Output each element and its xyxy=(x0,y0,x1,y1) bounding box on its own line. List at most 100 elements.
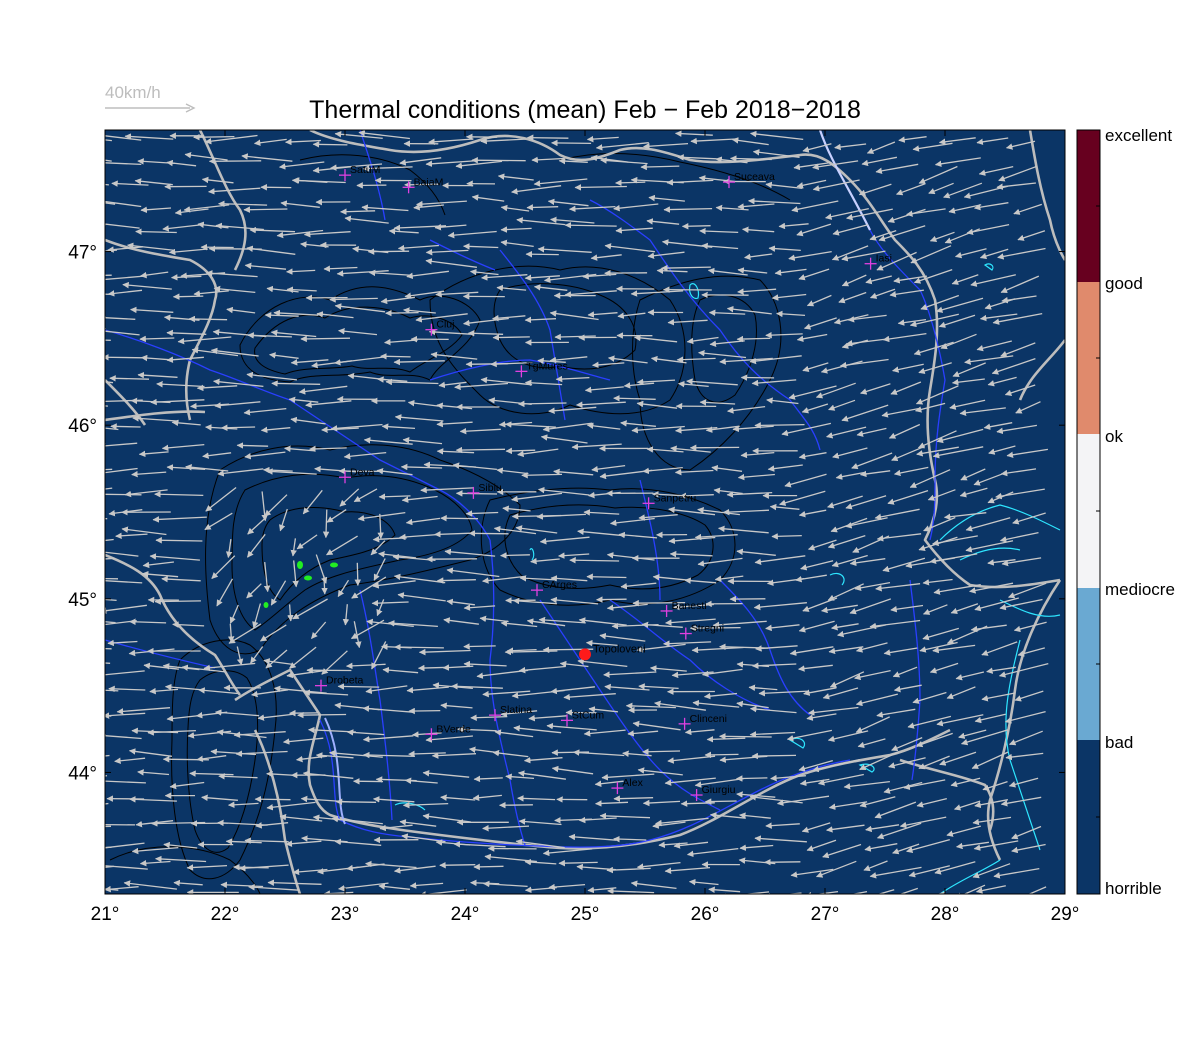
wind-arrow xyxy=(285,138,321,146)
wind-arrow xyxy=(584,386,624,394)
wind-arrow xyxy=(213,285,256,294)
wind-arrow xyxy=(627,730,659,737)
wind-arrow xyxy=(591,464,626,473)
wind-arrow xyxy=(468,530,509,537)
wind-arrow xyxy=(517,795,556,802)
wind-arrow xyxy=(665,618,716,626)
wind-arrow xyxy=(105,670,145,676)
wind-arrow xyxy=(647,251,685,259)
wind-arrow xyxy=(909,469,951,488)
wind-arrow xyxy=(267,879,322,886)
city-label: Deva xyxy=(350,466,375,478)
wind-arrow xyxy=(781,422,832,437)
wind-arrow xyxy=(499,801,533,809)
wind-arrow xyxy=(278,161,325,170)
wind-arrow xyxy=(607,887,655,894)
wind-arrow xyxy=(861,156,898,167)
wind-arrow xyxy=(998,165,1038,182)
wind-arrow xyxy=(558,157,588,165)
wind-arrow xyxy=(786,729,833,742)
wind-arrow xyxy=(457,726,497,733)
wind-arrow xyxy=(899,816,947,829)
wind-arrow xyxy=(663,640,712,647)
wind-arrow xyxy=(893,466,929,477)
wind-arrow xyxy=(764,858,801,866)
wind-arrow xyxy=(502,505,531,513)
wind-arrow xyxy=(826,824,865,833)
wind-arrow xyxy=(971,751,1009,769)
wind-arrow xyxy=(976,340,1012,352)
wind-arrow xyxy=(515,838,565,849)
wind-arrow xyxy=(443,617,479,625)
wind-arrow xyxy=(524,379,563,387)
wind-arrow xyxy=(769,503,800,511)
wind-arrow xyxy=(789,646,834,656)
wind-arrow xyxy=(164,683,205,691)
wind-arrow xyxy=(553,468,594,476)
wind-arrow xyxy=(225,838,262,845)
wind-arrow xyxy=(266,285,299,293)
wind-arrow xyxy=(831,623,859,631)
wind-arrow xyxy=(964,355,1014,365)
wind-arrow xyxy=(992,312,1043,325)
wind-arrow xyxy=(480,137,526,145)
wind-arrow xyxy=(892,363,924,373)
wind-arrow xyxy=(135,228,177,235)
wind-arrow xyxy=(161,575,201,583)
city-label: Sanpetru xyxy=(654,492,697,504)
wind-arrow xyxy=(798,759,833,772)
wind-arrow xyxy=(511,185,562,195)
wind-arrow xyxy=(105,577,119,580)
wind-arrow xyxy=(216,578,234,607)
wind-arrow xyxy=(497,173,534,181)
wind-arrow xyxy=(202,452,232,459)
wind-arrow xyxy=(357,511,406,522)
wind-arrow xyxy=(154,491,204,498)
wind-arrow xyxy=(620,582,657,590)
wind-arrow xyxy=(166,329,207,337)
site-label: Topoloveni xyxy=(593,643,646,655)
wind-arrow xyxy=(155,855,207,863)
wind-arrow xyxy=(140,354,170,362)
wind-arrow xyxy=(638,514,678,521)
wind-arrow xyxy=(546,722,597,731)
wind-arrow xyxy=(530,557,560,565)
wind-arrow xyxy=(943,512,987,520)
wind-arrow xyxy=(517,448,559,458)
wind-arrow xyxy=(908,865,950,878)
wind-arrow xyxy=(748,684,778,692)
wind-arrow xyxy=(266,801,316,811)
wind-arrow xyxy=(664,866,711,874)
wind-arrow xyxy=(105,712,146,719)
lon-tick-label: 29° xyxy=(1051,904,1080,925)
wind-arrow xyxy=(596,596,627,603)
wind-arrow xyxy=(323,265,358,272)
wind-arrow xyxy=(463,243,499,250)
wind-arrow xyxy=(856,427,887,437)
wind-arrow xyxy=(463,604,496,611)
wind-arrow xyxy=(742,226,775,233)
legend-band-good xyxy=(1077,282,1100,434)
wind-arrow xyxy=(549,356,588,364)
wind-arrow xyxy=(550,596,599,605)
wind-arrow xyxy=(288,396,319,404)
wind-arrow xyxy=(722,508,770,516)
wind-arrow xyxy=(309,445,347,453)
wind-arrow xyxy=(415,313,468,323)
wind-arrow xyxy=(558,859,598,867)
wind-arrow xyxy=(875,583,921,592)
wind-arrow xyxy=(372,580,416,589)
wind-arrow xyxy=(107,639,138,647)
wind-arrow xyxy=(658,841,688,848)
wind-arrow xyxy=(220,424,256,431)
wind-arrow xyxy=(513,725,562,734)
wind-arrow xyxy=(841,274,867,287)
wind-arrow xyxy=(802,597,838,612)
wind-arrow xyxy=(292,560,299,588)
city-suceava: Suceava xyxy=(723,171,775,189)
wind-arrow xyxy=(107,289,143,297)
wind-arrow xyxy=(965,517,1011,532)
wind-arrow xyxy=(847,314,887,323)
wind-arrow xyxy=(595,800,629,807)
